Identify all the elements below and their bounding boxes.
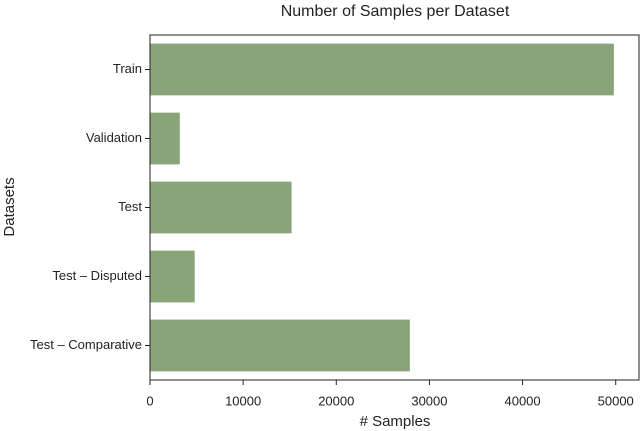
y-tick-label: Test – Disputed <box>52 268 142 283</box>
bar <box>150 112 180 165</box>
y-axis-label: Datasets <box>1 177 18 236</box>
bar <box>150 43 614 96</box>
bar <box>150 319 410 372</box>
bar <box>150 181 292 234</box>
bar <box>150 250 195 303</box>
x-tick-label: 10000 <box>225 393 261 408</box>
x-axis-label: # Samples <box>360 413 431 430</box>
chart-title: Number of Samples per Dataset <box>281 3 510 20</box>
x-tick-label: 40000 <box>504 393 540 408</box>
plot-frame <box>149 34 640 381</box>
y-tick-label: Validation <box>86 130 142 145</box>
x-tick-label: 0 <box>146 393 153 408</box>
y-tick-label: Train <box>113 61 142 76</box>
y-tick-label: Test – Comparative <box>30 337 142 352</box>
x-tick-label: 20000 <box>318 393 354 408</box>
x-tick-label: 50000 <box>598 393 634 408</box>
y-tick-label: Test <box>118 199 142 214</box>
x-tick-label: 30000 <box>411 393 447 408</box>
